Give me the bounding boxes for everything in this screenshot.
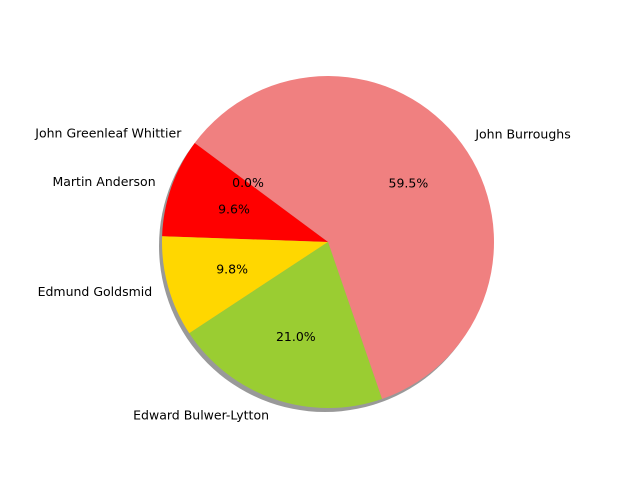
- slice-percent-john-greenleaf-whittier: 0.0%: [232, 175, 264, 190]
- pie-slice-edmund-goldsmid: [161, 236, 328, 334]
- pie-slice-edward-bulwer-lytton: [189, 242, 383, 409]
- slice-percent-edward-bulwer-lytton: 21.0%: [276, 329, 316, 344]
- slice-label-john-burroughs: John Burroughs: [474, 127, 570, 142]
- pie-slices: [161, 76, 495, 409]
- slice-label-john-greenleaf-whittier: John Greenleaf Whittier: [34, 126, 182, 141]
- pie-labels: John Burroughs 59.5% John Greenleaf Whitti…: [34, 126, 570, 423]
- pie-slice-martin-anderson: [162, 143, 328, 242]
- slice-percent-edmund-goldsmid: 9.8%: [216, 261, 248, 276]
- slice-percent-john-burroughs: 59.5%: [389, 176, 429, 191]
- pie-slice-john-burroughs: [194, 76, 495, 399]
- slice-percent-martin-anderson: 9.6%: [218, 202, 250, 217]
- slice-label-edmund-goldsmid: Edmund Goldsmid: [38, 284, 153, 299]
- slice-label-martin-anderson: Martin Anderson: [52, 174, 155, 189]
- slice-label-edward-bulwer-lytton: Edward Bulwer-Lytton: [133, 407, 269, 422]
